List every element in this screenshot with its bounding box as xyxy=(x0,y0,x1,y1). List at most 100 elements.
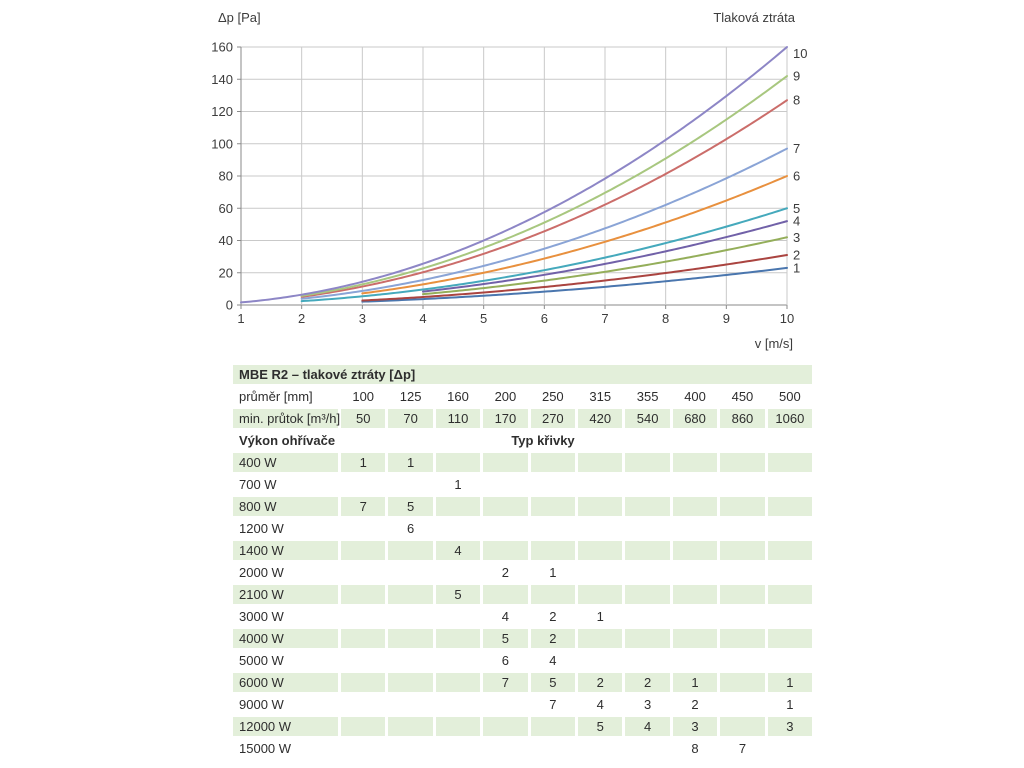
table-cell xyxy=(720,695,764,714)
x-tick-label: 8 xyxy=(662,311,669,326)
table-cell: 160 xyxy=(447,389,469,404)
power-label: 5000 W xyxy=(239,653,284,668)
table-cell xyxy=(767,453,813,472)
x-tick-label: 3 xyxy=(359,311,366,326)
power-label: 3000 W xyxy=(239,609,284,624)
table-cell: 7 xyxy=(549,697,557,712)
table-cell: 6 xyxy=(501,653,510,668)
curve-label-3: 3 xyxy=(793,230,800,245)
power-row: 2000 W 2 1 xyxy=(233,563,812,582)
y-tick-label: 60 xyxy=(219,201,233,216)
table-cell: 315 xyxy=(589,389,612,404)
table-cell xyxy=(435,453,481,472)
table-cell xyxy=(720,519,764,538)
power-row: 15000 W 8 7 xyxy=(233,739,812,758)
table-cell xyxy=(578,629,623,648)
power-label: 4000 W xyxy=(233,629,338,648)
curve-label-1: 1 xyxy=(793,260,800,275)
diameter-label: průměr [mm] xyxy=(239,389,313,404)
table-cell: 1 xyxy=(388,453,433,472)
table-cell: 1 xyxy=(786,697,794,712)
power-label: 9000 W xyxy=(239,697,284,712)
table-cell xyxy=(578,585,623,604)
curve-label-5: 5 xyxy=(793,201,800,216)
table-cell: 7 xyxy=(341,497,386,516)
table-cell xyxy=(625,475,669,494)
table-cell: 540 xyxy=(625,409,670,428)
y-tick-label: 100 xyxy=(211,136,233,151)
table-cell xyxy=(341,585,386,604)
table-cell xyxy=(530,717,576,736)
table-cell: 4 xyxy=(596,697,604,712)
table-cell xyxy=(483,695,527,714)
curve-9 xyxy=(300,75,788,297)
curve-label-9: 9 xyxy=(793,69,800,84)
table-cell xyxy=(435,717,481,736)
curve-7 xyxy=(300,147,788,300)
table-cell: 200 xyxy=(494,389,517,404)
table-cell xyxy=(672,497,718,516)
curve-4 xyxy=(422,220,788,293)
table-cell xyxy=(578,497,623,516)
table-cell xyxy=(341,695,385,714)
power-row: 700 W 1 xyxy=(233,475,812,494)
diameter-row: průměr [mm] 100 125 160 200 250 315 355 400 450 50… xyxy=(233,387,812,406)
table-cell xyxy=(767,497,813,516)
table-cell xyxy=(436,651,480,670)
power-label: 1400 W xyxy=(233,541,338,560)
table-cell xyxy=(436,607,480,626)
x-tick-label: 2 xyxy=(298,311,305,326)
power-row: 1200 W 6 xyxy=(233,519,812,538)
curve-10 xyxy=(240,46,788,304)
table-cell xyxy=(341,607,385,626)
table-cell xyxy=(672,629,718,648)
table-cell xyxy=(625,497,670,516)
table-cell xyxy=(673,651,717,670)
table-cell xyxy=(720,607,764,626)
table-cell xyxy=(388,695,432,714)
table-cell xyxy=(720,673,765,692)
table-cell xyxy=(388,475,432,494)
table-cell xyxy=(388,607,432,626)
table-cell xyxy=(720,563,764,582)
table-cell xyxy=(341,717,386,736)
table-cell xyxy=(388,541,433,560)
curve-label-8: 8 xyxy=(793,93,800,108)
table-cell: 1 xyxy=(596,609,604,624)
table-cell xyxy=(578,453,623,472)
table-cell: 1 xyxy=(341,453,386,472)
power-row: 9000 W 7 4 3 2 1 xyxy=(233,695,812,714)
chart-title: Tlaková ztráta xyxy=(713,10,795,25)
table-cell xyxy=(720,585,765,604)
table-cell xyxy=(578,563,622,582)
table-cell xyxy=(720,453,765,472)
table-cell xyxy=(673,519,717,538)
table-cell xyxy=(483,497,528,516)
min-flow-label: min. průtok [m³/h] xyxy=(233,409,340,428)
table-cell xyxy=(578,519,622,538)
table-cell xyxy=(388,717,433,736)
table-cell: 170 xyxy=(483,409,528,428)
table-cell xyxy=(435,673,481,692)
table-cell xyxy=(530,585,576,604)
table-cell xyxy=(483,717,528,736)
table-body: průměr [mm] 100 125 160 200 250 315 355 400 450 50… xyxy=(233,387,813,758)
power-label: 6000 W xyxy=(233,673,338,692)
y-tick-label: 160 xyxy=(211,40,233,55)
x-tick-label: 1 xyxy=(237,311,244,326)
table-cell: 420 xyxy=(578,409,623,428)
power-label: 800 W xyxy=(233,497,338,516)
table-cell: 450 xyxy=(731,389,754,404)
table-cell: 400 xyxy=(684,389,706,404)
table-cell: 250 xyxy=(541,389,564,404)
y-tick-label: 20 xyxy=(219,265,233,280)
table-cell: 7 xyxy=(483,673,528,692)
x-tick-label: 7 xyxy=(601,311,608,326)
power-label: 400 W xyxy=(233,453,338,472)
table-cell xyxy=(768,519,812,538)
x-axis-title: v [m/s] xyxy=(754,336,793,351)
table-cell xyxy=(388,739,432,758)
